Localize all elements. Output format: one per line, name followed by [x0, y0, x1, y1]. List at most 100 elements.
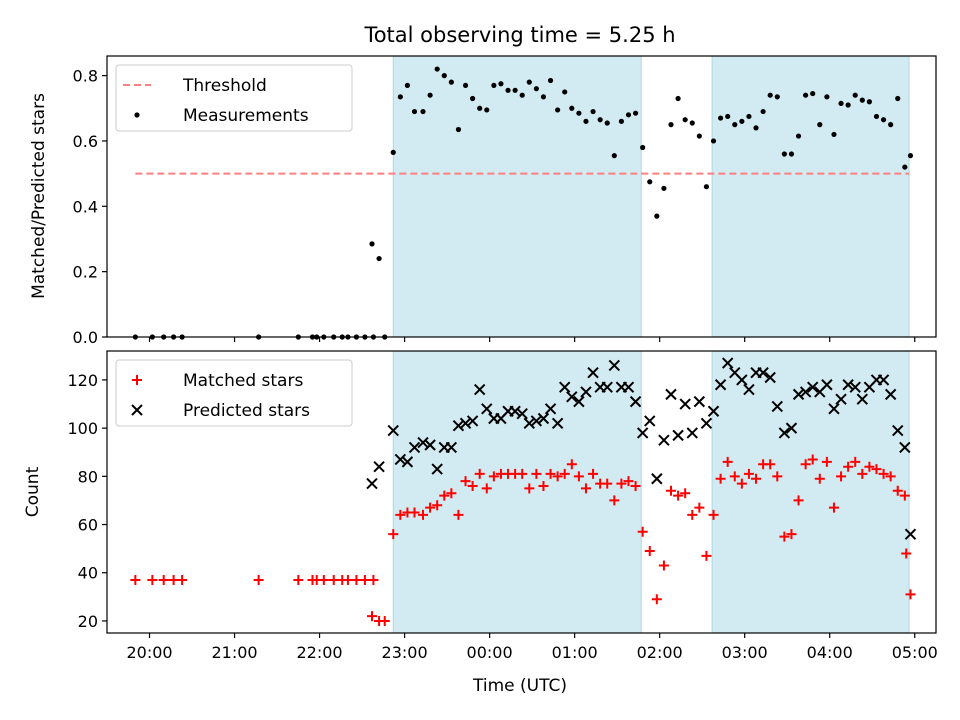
predicted-star-point — [523, 417, 536, 430]
legend-label: Matched stars — [183, 371, 303, 391]
matched-star-point — [168, 574, 179, 585]
predicted-star-point — [587, 366, 599, 379]
measurement-point — [824, 94, 830, 100]
measurement-point — [654, 213, 660, 219]
predicted-star-point — [714, 379, 727, 391]
predicted-star-point — [764, 371, 776, 384]
matched-star-point — [843, 461, 854, 472]
measurement-point — [661, 185, 667, 191]
predicted-star-point — [736, 374, 748, 386]
measurement-point — [795, 133, 802, 139]
figure-title: Total observing time = 5.25 h — [363, 23, 675, 47]
top-ylabel: Matched/Predicted stars — [29, 93, 49, 299]
matched-star-point — [658, 560, 669, 571]
observing-interval-2 — [711, 350, 910, 634]
predicted-star-point — [408, 441, 421, 454]
measurement-point — [852, 92, 858, 98]
predicted-star-point — [636, 427, 649, 439]
measurement-point — [873, 113, 880, 120]
legend: Threshold Measurements — [115, 64, 353, 132]
predicted-star-point — [700, 417, 713, 430]
measurement-point — [781, 151, 787, 157]
y-tick-label: 0.4 — [73, 197, 98, 216]
y-tick-label: 0.2 — [73, 263, 98, 282]
predicted-star-point — [566, 391, 578, 403]
matched-star-point — [446, 488, 457, 499]
observing-interval-2 — [711, 55, 910, 338]
predicted-star-point — [387, 424, 399, 437]
measurement-point — [526, 79, 532, 85]
measurement-point — [725, 113, 731, 120]
measurement-point — [774, 94, 780, 100]
matched-star-point — [807, 454, 818, 465]
measurement-point — [767, 92, 773, 98]
measurement-point — [703, 184, 710, 190]
predicted-star-point — [785, 422, 798, 434]
predicted-star-point — [601, 381, 613, 393]
measurement-point — [427, 92, 433, 98]
predicted-star-point — [537, 412, 550, 425]
matched-star-point — [623, 476, 634, 487]
predicted-star-point — [658, 434, 670, 446]
measurement-point — [555, 107, 561, 113]
predicted-star-point — [431, 463, 443, 475]
matched-star-point — [177, 574, 188, 585]
matched-star-point — [293, 574, 304, 585]
matched-star-point — [351, 574, 362, 585]
matched-star-point — [342, 574, 353, 585]
x-tick-label: 21:00 — [211, 643, 257, 662]
predicted-star-point — [394, 453, 407, 466]
x-tick-label: 00:00 — [467, 643, 513, 662]
predicted-star-point — [672, 429, 684, 442]
measurement-point — [760, 108, 766, 115]
bottom-xlabel: Time (UTC) — [472, 676, 567, 696]
measurement-point — [455, 126, 462, 133]
predicted-star-point — [757, 366, 769, 379]
measurement-point — [682, 117, 688, 123]
predicted-star-point — [856, 393, 869, 405]
measurement-point — [788, 151, 795, 157]
predicted-star-point — [559, 381, 571, 393]
y-tick-label: 100 — [67, 419, 98, 438]
predicted-star-point — [452, 420, 465, 432]
matched-star-point — [388, 529, 399, 540]
measurement-point — [604, 120, 610, 126]
matched-star-point — [786, 529, 797, 540]
matched-star-point — [453, 509, 464, 520]
matched-star-point — [857, 468, 868, 479]
measurement-point — [632, 110, 639, 116]
y-tick-label: 0.8 — [73, 67, 98, 86]
predicted-star-point — [509, 405, 521, 417]
x-tick-label: 04:00 — [807, 643, 853, 662]
measurement-point — [845, 102, 851, 108]
measurement-point — [753, 125, 759, 131]
measurement-point — [640, 144, 646, 151]
measurement-point — [739, 118, 745, 124]
measurement-point — [411, 108, 418, 115]
predicted-star-point — [366, 477, 378, 490]
measurement-point — [569, 105, 575, 111]
predicted-star-point — [828, 403, 840, 415]
predicted-star-point — [821, 379, 833, 391]
predicted-star-point — [551, 417, 564, 430]
legend-label: Predicted stars — [183, 401, 310, 421]
matched-star-point — [800, 459, 811, 470]
matched-star-point — [460, 476, 471, 487]
measurement-point — [838, 100, 844, 106]
matched-star-point — [147, 574, 158, 585]
matched-star-point — [651, 594, 662, 605]
predicted-star-point — [622, 381, 635, 393]
matched-star-point — [409, 507, 420, 518]
predicted-star-point — [899, 441, 911, 454]
measurement-point — [902, 164, 908, 170]
predicted-star-point — [707, 405, 720, 417]
predicted-star-point — [651, 473, 663, 485]
matched-star-point — [418, 509, 429, 520]
predicted-star-point — [580, 386, 592, 398]
matched-star-point — [328, 574, 339, 585]
measurement-point — [512, 87, 518, 93]
measurement-point — [689, 120, 695, 126]
measurement-point — [505, 87, 511, 93]
x-tick-label: 20:00 — [126, 643, 172, 662]
